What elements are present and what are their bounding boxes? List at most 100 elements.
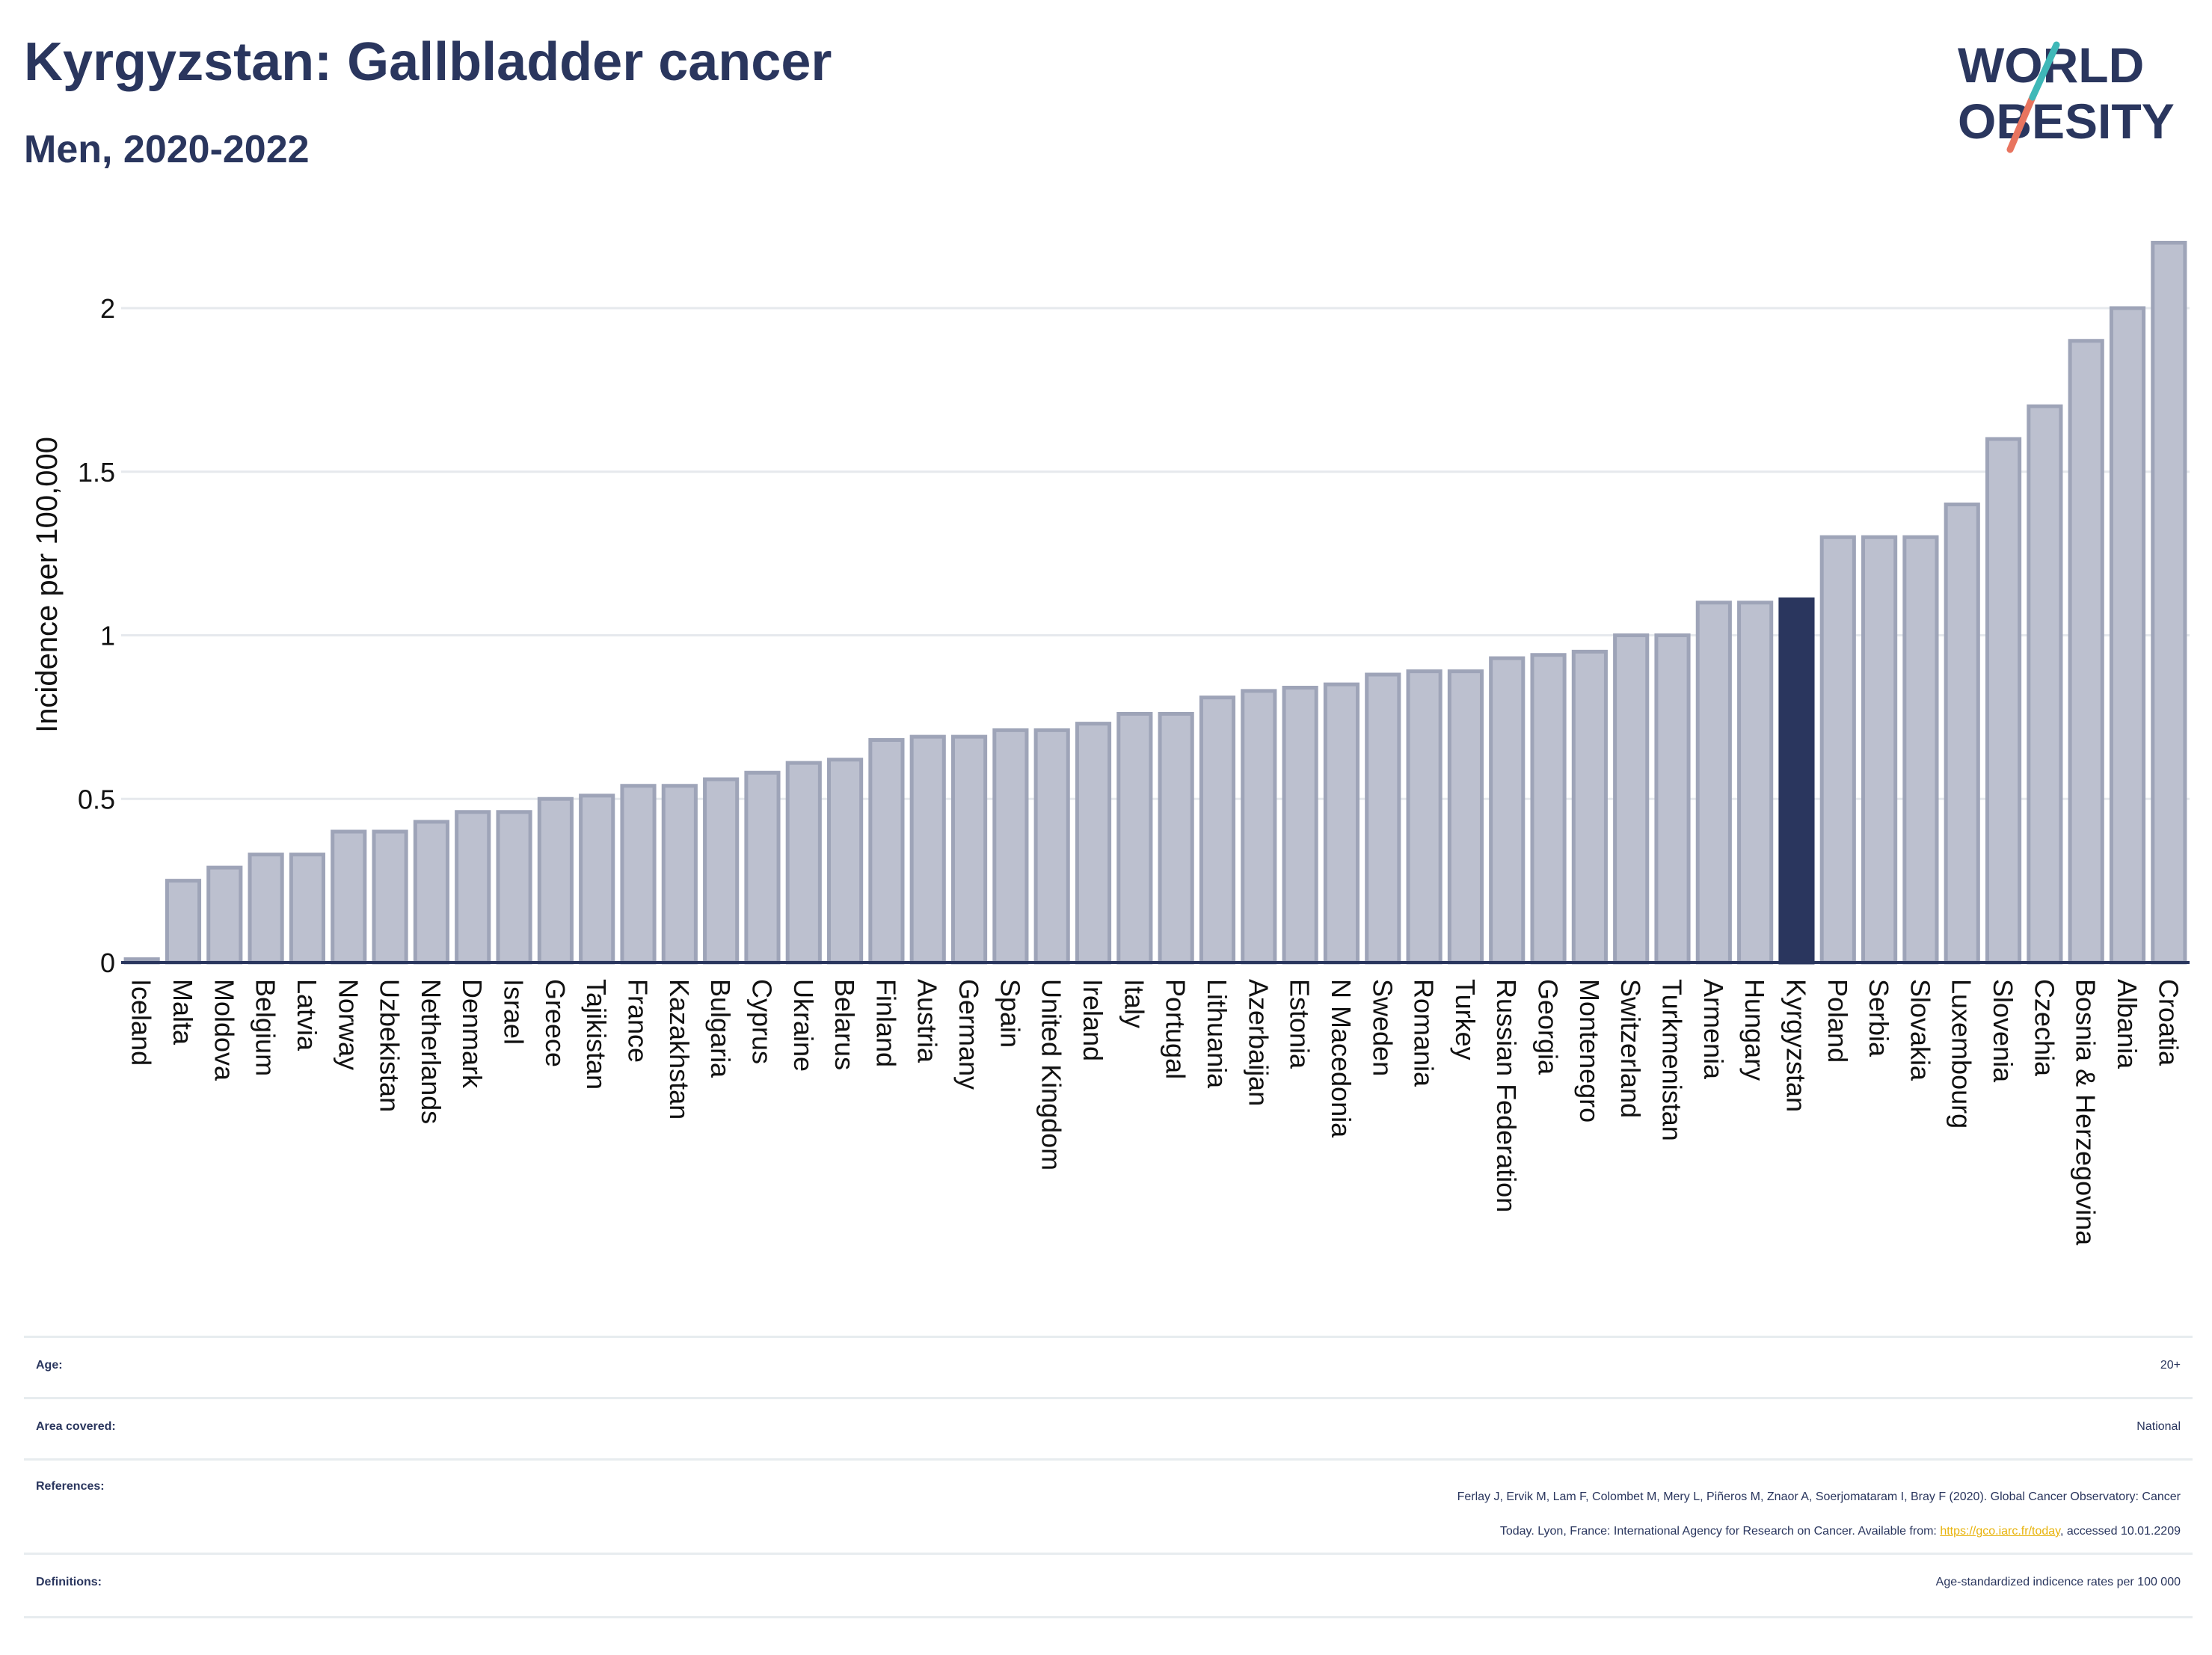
bar xyxy=(620,784,657,965)
x-tick-label: Slovakia xyxy=(1905,979,1935,1081)
x-tick-labels: Iceland Malta Moldova Belgium Latvia Norway Uz… xyxy=(126,979,2184,1246)
x-tick-label: Austria xyxy=(912,979,943,1063)
bar xyxy=(2027,404,2063,965)
x-tick-label: Hungary xyxy=(1739,979,1770,1081)
bar xyxy=(1033,728,1070,965)
x-tick-label: Ukraine xyxy=(788,979,819,1072)
bar xyxy=(1116,712,1153,965)
x-tick-label: Armenia xyxy=(1698,979,1729,1080)
x-tick-label: Spain xyxy=(995,979,1025,1048)
bar xyxy=(1447,669,1484,965)
bar xyxy=(413,820,449,965)
x-tick-label: Moldova xyxy=(209,979,239,1081)
bar xyxy=(2068,339,2104,965)
meta-row-area: Area covered: National xyxy=(24,1397,2193,1461)
x-tick-label: Albania xyxy=(2112,979,2142,1069)
x-tick-label: Turkmenistan xyxy=(1657,979,1688,1141)
bar xyxy=(827,758,864,965)
bar xyxy=(496,810,532,965)
bar xyxy=(1861,535,1898,965)
age-value: 20+ xyxy=(2160,1359,2181,1372)
references-line1: Ferlay J, Ervik M, Lam F, Colombet M, Me… xyxy=(1457,1490,2181,1503)
x-tick-label: Croatia xyxy=(2153,979,2184,1066)
bar xyxy=(1282,686,1318,965)
bar xyxy=(1985,437,2022,965)
age-label: Age: xyxy=(36,1359,63,1372)
x-tick-label: Slovenia xyxy=(1988,979,2018,1083)
bar xyxy=(1571,649,1608,965)
bar xyxy=(1323,682,1360,965)
x-tick-label: Iceland xyxy=(126,979,157,1066)
x-tick-label: Italy xyxy=(1119,979,1149,1028)
x-tick-label: Netherlands xyxy=(416,979,446,1124)
bar xyxy=(248,853,284,965)
chart-title: Kyrgyzstan: Gallbladder cancer xyxy=(24,32,832,92)
bar xyxy=(1199,696,1236,965)
bar xyxy=(1489,656,1526,965)
x-tick-label: Uzbekistan xyxy=(375,979,405,1112)
x-tick-label: Turkey xyxy=(1450,979,1481,1060)
references-link[interactable]: https://gco.iarc.fr/today xyxy=(1940,1525,2060,1538)
meta-row-age: Age: 20+ xyxy=(24,1336,2193,1399)
bar xyxy=(1695,601,1732,965)
bar-chart: 0 0.5 1 1.5 2 Iceland Malta Moldova Belgium Latv… xyxy=(31,241,2190,1246)
x-tick-label: Cyprus xyxy=(746,979,777,1064)
x-tick-label: Israel xyxy=(499,979,529,1045)
y-tick-label: 1 xyxy=(100,621,115,651)
bar xyxy=(2109,306,2146,965)
bar xyxy=(909,734,946,965)
bar xyxy=(455,810,491,965)
bar xyxy=(1365,672,1401,965)
world-obesity-logo: WORLD OBESITY xyxy=(1958,37,2175,153)
references-line2-pre: Today. Lyon, France: International Agenc… xyxy=(1499,1525,1941,1538)
x-tick-label: N Macedonia xyxy=(1326,979,1357,1138)
x-tick-label: Finland xyxy=(870,979,901,1067)
x-tick-label: Kyrgyzstan xyxy=(1781,979,1811,1112)
x-tick-label: Greece xyxy=(540,979,571,1067)
x-tick-label: Montenegro xyxy=(1574,979,1605,1123)
x-tick-label: Bosnia & Herzegovina xyxy=(2071,979,2101,1246)
bar xyxy=(992,728,1029,965)
x-tick-label: Germany xyxy=(953,979,984,1090)
definitions-label: Definitions: xyxy=(36,1576,102,1588)
x-tick-label: Serbia xyxy=(1864,979,1894,1057)
bar xyxy=(744,770,781,965)
x-tick-label: Malta xyxy=(168,979,198,1045)
meta-row-references: References: Ferlay J, Ervik M, Lam F, Co… xyxy=(24,1458,2193,1555)
x-tick-label: Poland xyxy=(1822,979,1853,1063)
area-label: Area covered: xyxy=(36,1420,116,1433)
x-tick-label: Ireland xyxy=(1078,979,1108,1061)
x-tick-label: Sweden xyxy=(1367,979,1398,1076)
x-tick-label: France xyxy=(623,979,654,1063)
logo-line2: OBESITY xyxy=(1958,93,2175,149)
y-axis-label: Incidence per 100,000 xyxy=(31,437,64,733)
bar xyxy=(2151,241,2187,965)
y-tick-label: 0 xyxy=(100,948,115,978)
x-tick-label: Russian Federation xyxy=(1491,979,1522,1212)
x-tick-label: Georgia xyxy=(1533,979,1564,1075)
definitions-value: Age-standardized indicence rates per 100… xyxy=(1935,1576,2181,1588)
bar xyxy=(1406,669,1443,965)
bar xyxy=(289,853,326,965)
x-tick-label: Azerbaijan xyxy=(1243,979,1274,1106)
bar xyxy=(165,879,202,965)
bar xyxy=(1737,601,1774,965)
bar xyxy=(1158,712,1194,965)
x-tick-label: Lithuania xyxy=(1202,979,1232,1089)
x-tick-label: Tajikistan xyxy=(581,979,612,1090)
bar-highlight xyxy=(1778,597,1815,965)
bar xyxy=(785,761,822,965)
bar xyxy=(950,734,988,965)
y-tick-label: 1.5 xyxy=(78,457,115,488)
bar xyxy=(206,865,243,965)
references-value: Ferlay J, Ervik M, Lam F, Colombet M, Me… xyxy=(1457,1480,2181,1549)
x-tick-label: Bulgaria xyxy=(705,979,736,1078)
logo-line1: WORLD xyxy=(1958,37,2144,93)
bar xyxy=(1241,689,1277,965)
bars xyxy=(123,241,2187,965)
bar xyxy=(1613,633,1650,965)
bar xyxy=(703,777,740,965)
x-tick-label: Kazakhstan xyxy=(664,979,695,1120)
x-tick-label: Estonia xyxy=(1285,979,1315,1069)
x-tick-label: United Kingdom xyxy=(1036,979,1067,1170)
